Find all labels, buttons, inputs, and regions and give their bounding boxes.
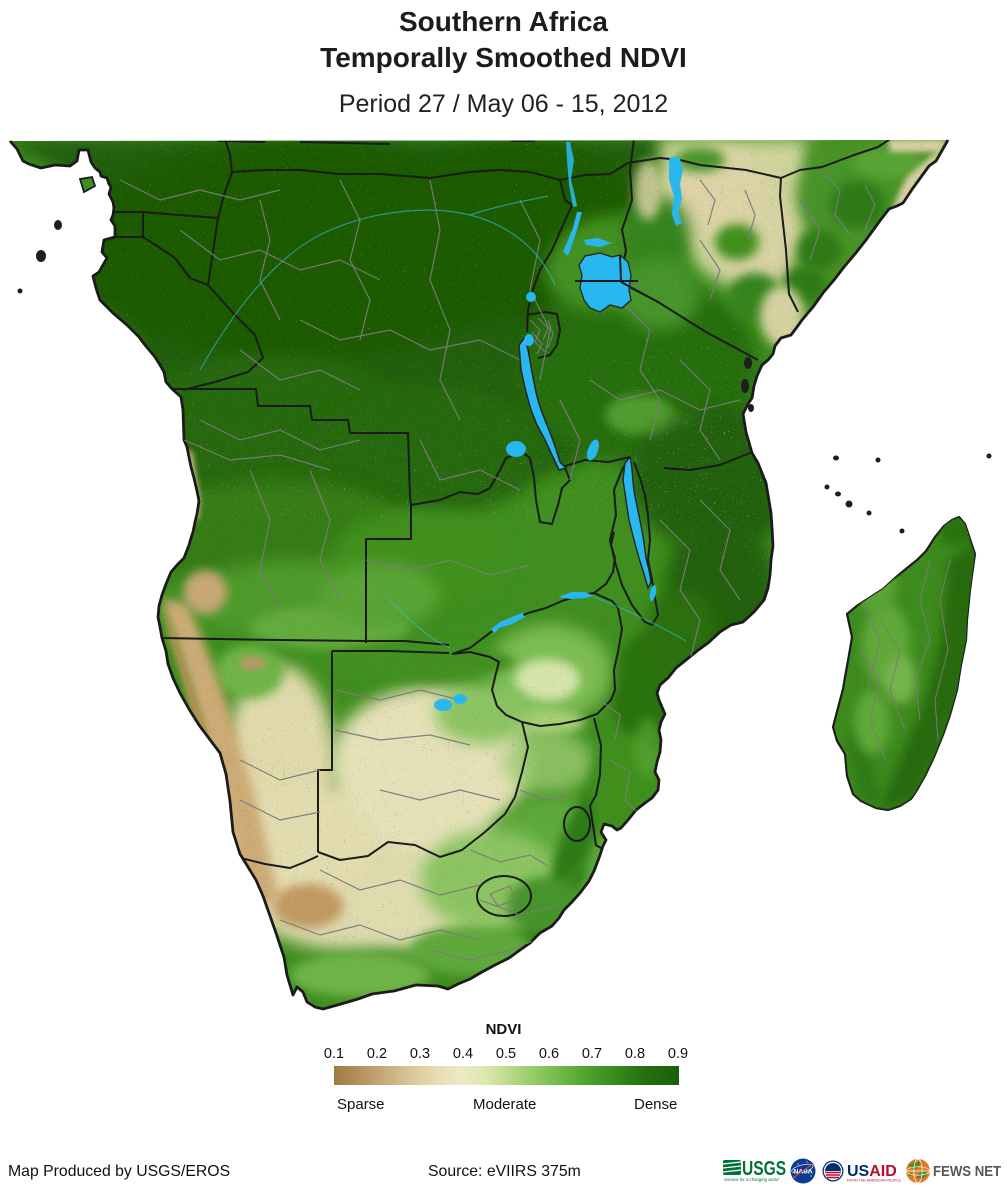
svg-text:USGS: USGS	[742, 1157, 786, 1179]
svg-text:FEWS NET: FEWS NET	[933, 1162, 1001, 1179]
svg-text:FROM THE AMERICAN PEOPLE: FROM THE AMERICAN PEOPLE	[847, 1179, 901, 1183]
svg-text:science for a changing world: science for a changing world	[724, 1177, 779, 1182]
svg-text:USAID: USAID	[847, 1163, 897, 1180]
svg-text:NASA: NASA	[793, 1169, 812, 1176]
